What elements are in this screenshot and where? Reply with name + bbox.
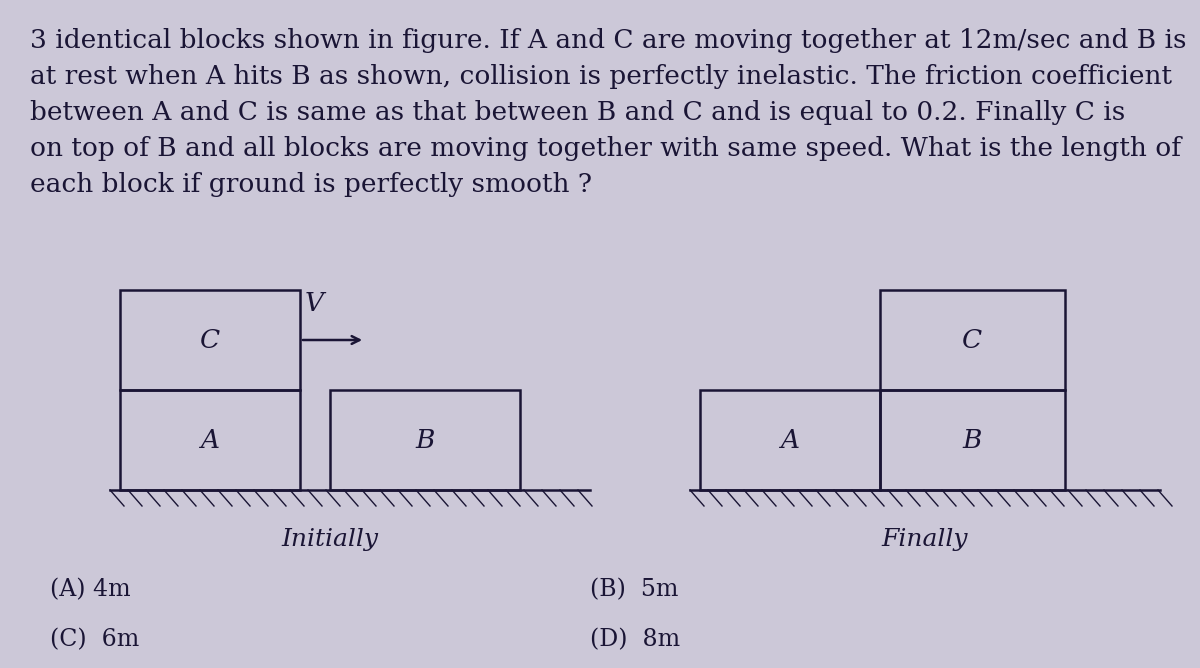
Text: C: C bbox=[962, 327, 983, 353]
Text: (B)  5m: (B) 5m bbox=[590, 578, 678, 601]
Text: Finally: Finally bbox=[882, 528, 968, 551]
Text: B: B bbox=[962, 428, 982, 452]
Text: (A) 4m: (A) 4m bbox=[50, 578, 131, 601]
Text: C: C bbox=[200, 327, 220, 353]
Text: Initially: Initially bbox=[282, 528, 378, 551]
Text: (D)  8m: (D) 8m bbox=[590, 628, 680, 651]
Text: A: A bbox=[780, 428, 799, 452]
Text: V: V bbox=[305, 291, 324, 316]
Text: (C)  6m: (C) 6m bbox=[50, 628, 139, 651]
Text: B: B bbox=[415, 428, 434, 452]
Bar bbox=[120, 290, 300, 390]
Bar bbox=[120, 390, 300, 490]
Bar bbox=[880, 290, 1066, 390]
Text: on top of B and all blocks are moving together with same speed. What is the leng: on top of B and all blocks are moving to… bbox=[30, 136, 1181, 161]
Text: between A and C is same as that between B and C and is equal to 0.2. Finally C i: between A and C is same as that between … bbox=[30, 100, 1126, 125]
Text: each block if ground is perfectly smooth ?: each block if ground is perfectly smooth… bbox=[30, 172, 592, 197]
Bar bbox=[700, 390, 880, 490]
Text: 3 identical blocks shown in figure. If A and C are moving together at 12m/sec an: 3 identical blocks shown in figure. If A… bbox=[30, 28, 1187, 53]
Text: A: A bbox=[200, 428, 220, 452]
Text: at rest when A hits B as shown, collision is perfectly inelastic. The friction c: at rest when A hits B as shown, collisio… bbox=[30, 64, 1172, 89]
Bar bbox=[330, 390, 520, 490]
Bar bbox=[880, 390, 1066, 490]
